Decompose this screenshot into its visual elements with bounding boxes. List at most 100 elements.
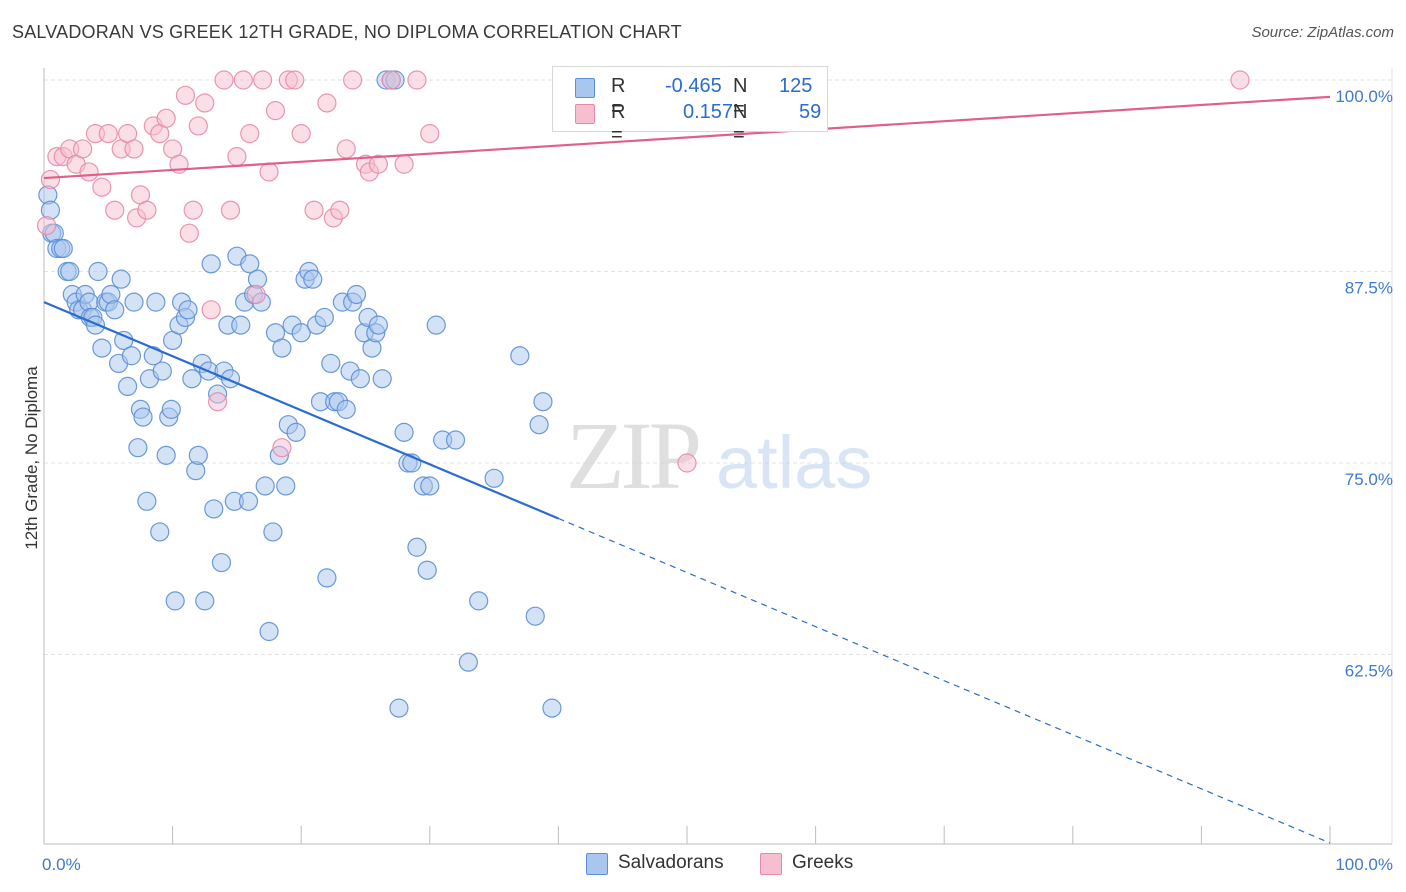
source-label: Source: ZipAtlas.com [1251, 24, 1394, 41]
greeks-point [291, 124, 311, 144]
salvadorans-point [111, 269, 131, 289]
salvadorans-point [469, 591, 489, 611]
salvadorans-point [420, 476, 440, 496]
salvadorans-point [259, 621, 279, 642]
legend-n-label: N = [733, 101, 748, 146]
greeks-point [240, 124, 260, 144]
greeks-point [36, 215, 57, 236]
salvadorans-point [417, 560, 437, 580]
salvadorans-point [117, 376, 138, 396]
salvadorans-point [121, 346, 142, 366]
salvadorans-point [201, 254, 221, 274]
salvadorans-point [88, 261, 108, 282]
greeks-point [183, 200, 203, 220]
salvadorans-point [53, 238, 73, 259]
correlation-legend: R = -0.465 N = 125 R = 0.157 N = 59 [552, 66, 828, 146]
salvadorans-point [484, 468, 504, 488]
salvadorans-point [165, 591, 185, 611]
salvadorans-point [317, 568, 337, 588]
salvadorans-point [346, 284, 367, 305]
greeks-point [40, 169, 61, 190]
salvadorans-point [92, 338, 112, 358]
salvadorans-point [124, 292, 144, 312]
greeks-swatch [760, 853, 782, 875]
salvadorans-point [137, 491, 157, 511]
greeks-point [304, 200, 324, 220]
legend-n-value: 59 [799, 101, 822, 123]
greeks-point [227, 147, 247, 167]
y-tick-label: 75.0% [1345, 470, 1393, 489]
greeks-point [381, 70, 401, 90]
greeks-point [336, 139, 356, 159]
greeks-point [253, 70, 273, 90]
salvadorans-point [389, 698, 409, 718]
chart-title: SALVADORAN VS GREEK 12TH GRADE, NO DIPLO… [12, 22, 682, 42]
greeks-point [285, 70, 305, 90]
salvadorans-point [255, 476, 275, 496]
salvadorans-point [143, 346, 163, 366]
salvadorans-point [156, 445, 176, 465]
salvadorans-point [314, 307, 334, 328]
salvadorans-point [426, 315, 446, 335]
greeks-point [330, 200, 350, 220]
greeks-swatch [575, 104, 595, 124]
salvadorans-point [525, 606, 545, 626]
salvadorans-point [286, 422, 306, 442]
salvadorans-point [128, 438, 148, 458]
greeks-point [220, 200, 241, 220]
greeks-point [105, 200, 125, 220]
greeks-point [137, 200, 157, 220]
salvadorans-point [105, 300, 125, 320]
watermark-atlas: atlas [716, 421, 872, 504]
greeks-point [72, 139, 93, 159]
greeks-point [201, 300, 221, 320]
salvadorans-point [263, 522, 283, 542]
salvadorans-point [146, 292, 166, 312]
legend-n-label: N = [733, 75, 748, 120]
greeks-point [677, 453, 697, 473]
x-tick-label-min: 0.0% [42, 855, 81, 874]
greeks-point [208, 392, 228, 412]
salvadorans-point [238, 491, 259, 511]
greeks-point [92, 177, 112, 197]
salvadorans-point [458, 652, 478, 672]
watermark-zip: ZIP [566, 402, 699, 509]
salvadorans-points [38, 70, 562, 718]
greeks-point [175, 85, 196, 105]
y-tick-label: 62.5% [1345, 662, 1393, 681]
salvadorans-trend-line [43, 301, 559, 520]
x-tick-label-max: 100.0% [1335, 855, 1393, 874]
legend-r-value: 0.157 [683, 101, 734, 123]
salvadorans-point [368, 315, 388, 335]
greeks-point [188, 116, 208, 136]
greeks-point [156, 108, 176, 128]
salvadorans-point [188, 445, 208, 465]
salvadorans-point [211, 552, 232, 573]
greeks-point [214, 70, 234, 90]
salvadorans-point [231, 315, 251, 335]
greeks-point [246, 284, 266, 305]
greeks-point [368, 154, 388, 174]
y-axis-label: 12th Grade, No Diploma [22, 366, 41, 550]
watermark: ZIP atlas [566, 402, 872, 509]
greeks-point [233, 70, 253, 90]
series-legend-label: Greeks [792, 852, 854, 873]
salvadorans-point [276, 476, 296, 496]
salvadorans-point [510, 346, 530, 366]
salvadorans-swatch [575, 78, 595, 98]
greeks-point [343, 70, 363, 90]
salvadorans-point [195, 591, 215, 611]
greeks-point [1230, 70, 1250, 90]
salvadorans-point [529, 415, 549, 435]
greeks-points [36, 70, 1250, 473]
salvadorans-point [178, 300, 198, 320]
salvadorans-point [350, 369, 370, 389]
greeks-point [272, 438, 292, 458]
greeks-point [98, 124, 118, 144]
salvadorans-point [161, 399, 181, 419]
salvadorans-point [336, 399, 356, 419]
y-tick-label: 87.5% [1345, 279, 1393, 298]
tick-labels: 62.5% 75.0% 87.5% 100.0% 0.0% 100.0% [42, 87, 1393, 874]
greeks-point [124, 139, 144, 159]
